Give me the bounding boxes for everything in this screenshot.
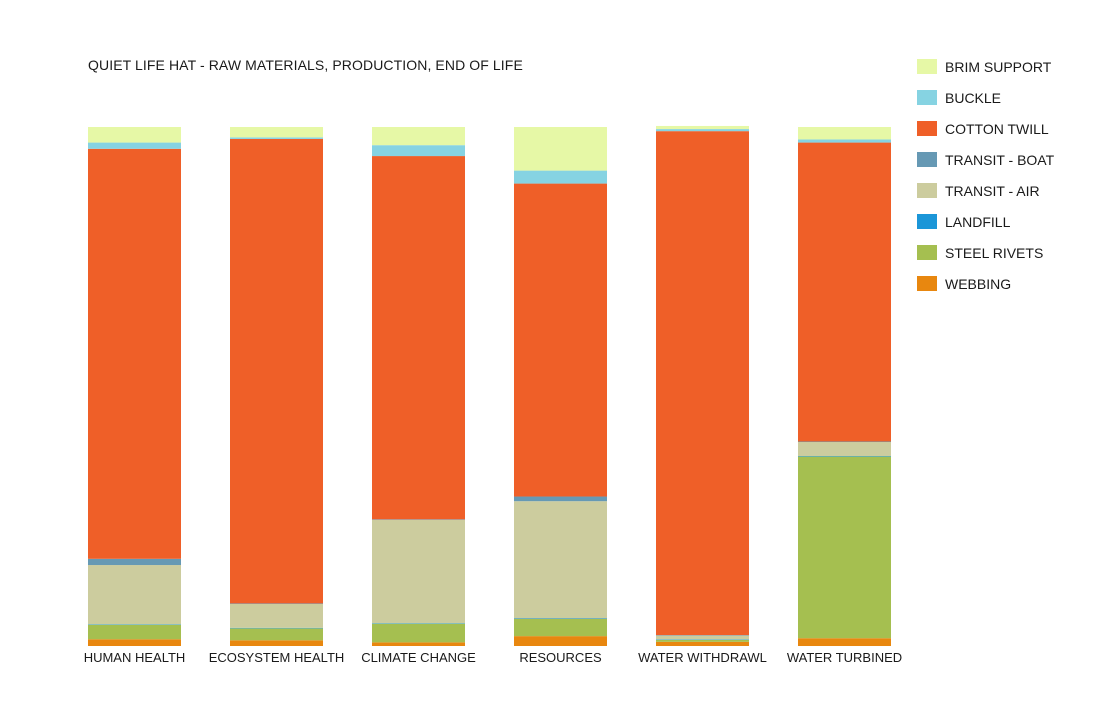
bar-segment-buckle-0	[88, 142, 181, 149]
bar-segment-brim-support-3	[514, 127, 607, 171]
legend-label: BUCKLE	[945, 90, 1002, 106]
bar-segment-transit-boat-5	[798, 441, 891, 443]
bar-segment-landfill-4	[656, 639, 749, 640]
bar-segment-landfill-2	[372, 623, 465, 624]
x-tick-label: WATER WITHDRAWL	[638, 650, 767, 665]
bar-segment-steel-rivets-0	[88, 624, 181, 640]
bar-segment-steel-rivets-2	[372, 623, 465, 643]
bar-segment-buckle-5	[798, 139, 891, 143]
legend-item: WEBBING	[917, 276, 1054, 307]
legend-label: LANDFILL	[945, 214, 1011, 230]
bar-segment-steel-rivets-5	[798, 456, 891, 639]
legend-label: COTTON TWILL	[945, 121, 1049, 137]
x-tick-label: HUMAN HEALTH	[84, 650, 186, 665]
bar-segment-cotton-twill-4	[656, 131, 749, 636]
legend-item: COTTON TWILL	[917, 121, 1054, 152]
bar-segment-cotton-twill-0	[88, 148, 181, 559]
bar-segment-cotton-twill-1	[230, 138, 323, 604]
bar-segment-buckle-3	[514, 170, 607, 184]
legend-swatch	[917, 183, 937, 198]
bar-segment-transit-boat-0	[88, 558, 181, 566]
bar-segment-webbing-4	[656, 641, 749, 646]
bar-segment-landfill-1	[230, 627, 323, 629]
legend-swatch	[917, 59, 937, 74]
bar-segment-webbing-0	[88, 639, 181, 646]
legend-label: STEEL RIVETS	[945, 245, 1044, 261]
legend-item: TRANSIT - BOAT	[917, 152, 1054, 183]
bar-segment-webbing-2	[372, 642, 465, 646]
bar-segment-steel-rivets-1	[230, 628, 323, 641]
bar-segment-transit-air-3	[514, 501, 607, 619]
legend-item: STEEL RIVETS	[917, 245, 1054, 276]
bar-segment-transit-boat-2	[372, 519, 465, 520]
legend-item: TRANSIT - AIR	[917, 183, 1054, 214]
legend-swatch	[917, 121, 937, 136]
bar-segment-transit-air-2	[372, 519, 465, 624]
bar-segment-transit-boat-3	[514, 496, 607, 502]
bar-segment-brim-support-1	[230, 127, 323, 138]
bar-segment-brim-support-4	[656, 125, 749, 130]
legend-label: TRANSIT - BOAT	[945, 152, 1055, 168]
bar-segment-cotton-twill-5	[798, 142, 891, 442]
bar-segment-landfill-0	[88, 624, 181, 625]
legend-swatch	[917, 90, 937, 105]
bar-segment-buckle-2	[372, 145, 465, 157]
bar-segment-webbing-1	[230, 640, 323, 646]
bar-segment-brim-support-2	[372, 127, 465, 146]
x-tick-label: CLIMATE CHANGE	[361, 650, 476, 665]
x-tick-label: ECOSYSTEM HEALTH	[209, 650, 345, 665]
legend-swatch	[917, 214, 937, 229]
bar-segment-transit-boat-4	[656, 635, 749, 636]
bar-segment-buckle-4	[656, 129, 749, 132]
legend-swatch	[917, 276, 937, 291]
x-tick-label: WATER TURBINED	[787, 650, 902, 665]
bar-segment-transit-air-0	[88, 565, 181, 625]
bar-segment-brim-support-5	[798, 127, 891, 140]
bar-segment-brim-support-0	[88, 127, 181, 143]
legend-swatch	[917, 245, 937, 260]
legend-label: BRIM SUPPORT	[945, 59, 1052, 75]
bar-segment-transit-boat-1	[230, 603, 323, 604]
bar-segment-transit-air-4	[656, 635, 749, 640]
bar-segment-webbing-3	[514, 636, 607, 646]
bar-segment-cotton-twill-3	[514, 183, 607, 497]
bar-segment-transit-air-1	[230, 603, 323, 628]
bar-segment-buckle-1	[230, 137, 323, 139]
legend-item: BRIM SUPPORT	[917, 59, 1054, 90]
bar-segment-transit-air-5	[798, 442, 891, 457]
legend: BRIM SUPPORT BUCKLE COTTON TWILL TRANSIT - …	[917, 59, 1054, 307]
x-tick-label: RESOURCES	[519, 650, 602, 665]
bar-segment-webbing-5	[798, 638, 891, 647]
legend-item: BUCKLE	[917, 90, 1054, 121]
legend-swatch	[917, 152, 937, 167]
bar-segment-steel-rivets-4	[656, 639, 749, 642]
legend-item: LANDFILL	[917, 214, 1054, 245]
legend-label: TRANSIT - AIR	[945, 183, 1040, 199]
legend-label: WEBBING	[945, 276, 1012, 292]
bar-segment-landfill-5	[798, 456, 891, 457]
bar-segment-steel-rivets-3	[514, 619, 607, 637]
chart-title: QUIET LIFE HAT - RAW MATERIALS, PRODUCTI…	[88, 57, 523, 73]
bar-segment-cotton-twill-2	[372, 156, 465, 520]
bar-segment-landfill-3	[514, 618, 607, 620]
